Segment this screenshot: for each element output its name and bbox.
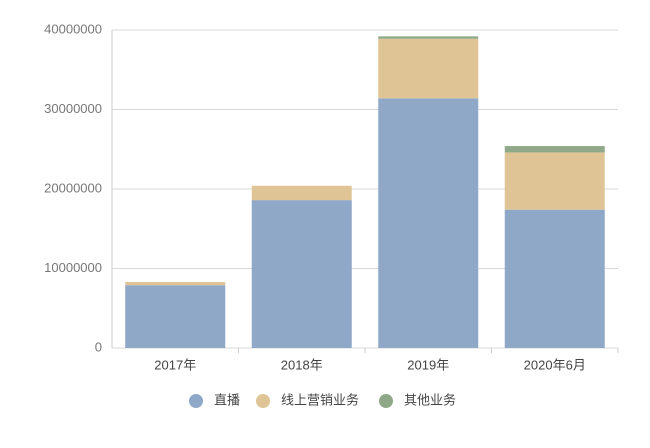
bar-segment [504, 152, 605, 210]
y-tick-label: 40000000 [44, 21, 102, 36]
x-tick-label: 2017年 [154, 357, 196, 372]
bar-segment [125, 282, 226, 286]
x-tick-label: 2019年 [407, 357, 449, 372]
legend-label: 直播 [214, 392, 240, 407]
y-tick-label: 30000000 [44, 101, 102, 116]
legend-marker [189, 394, 203, 408]
legend-marker [256, 394, 270, 408]
legend-label: 其他业务 [404, 392, 456, 407]
bar-segment [378, 38, 479, 99]
y-tick-label: 10000000 [44, 260, 102, 275]
bar-segment [504, 209, 605, 348]
legend-label: 线上营销业务 [281, 392, 359, 407]
bar-segment [251, 200, 352, 348]
y-tick-label: 0 [95, 339, 102, 354]
bar-segment [378, 36, 479, 39]
bar-segment [504, 146, 605, 153]
x-tick-label: 2020年6月 [524, 357, 586, 372]
legend-marker [379, 394, 393, 408]
x-tick-label: 2018年 [281, 357, 323, 372]
bar-segment [125, 285, 226, 348]
bar-segment [378, 98, 479, 349]
y-tick-label: 20000000 [44, 180, 102, 195]
bar-segment [251, 185, 352, 201]
